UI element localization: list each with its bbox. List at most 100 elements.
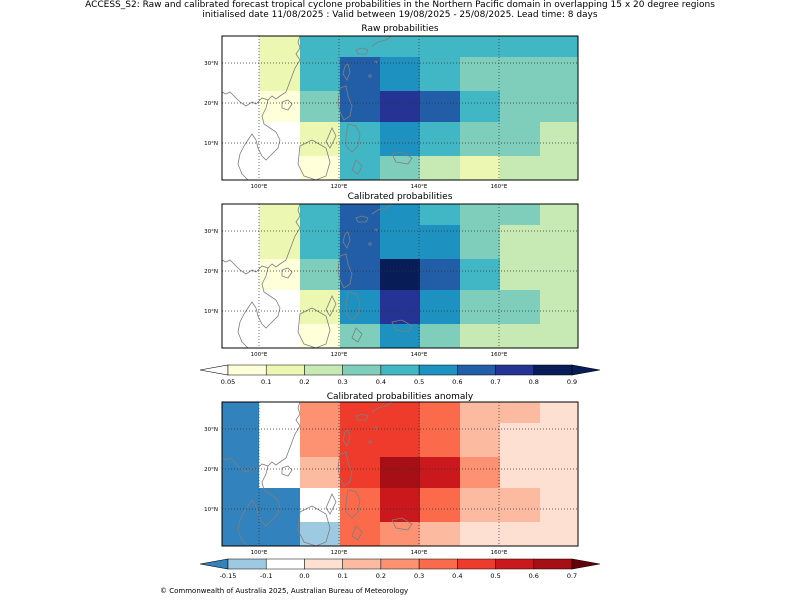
coastline — [371, 203, 393, 215]
map-frame — [221, 203, 579, 349]
coastline — [297, 307, 331, 349]
grid-cell — [420, 156, 460, 180]
grid-cell — [540, 156, 578, 180]
panel-title-calibrated: Calibrated probabilities — [347, 192, 453, 202]
grid-cell — [380, 225, 420, 259]
grid-cell — [500, 122, 540, 156]
grid-cell — [500, 423, 540, 457]
grid-cell — [380, 122, 420, 156]
grid-cell — [222, 522, 259, 546]
grid-cell — [300, 122, 340, 156]
coastline — [221, 401, 301, 473]
coastline — [281, 99, 293, 111]
grid-cell — [500, 204, 540, 225]
grid-cell — [420, 290, 460, 324]
coastline — [351, 159, 363, 175]
colorbar-tick-label: 0.7 — [490, 378, 500, 386]
grid-cell — [460, 259, 500, 290]
grid-cell — [222, 57, 259, 91]
latitude-tick-label: 20°N — [204, 101, 218, 107]
coastline — [297, 139, 331, 181]
colorbar-tick-label: 0.7 — [567, 572, 577, 580]
grid-cell — [380, 57, 420, 91]
grid-cell — [500, 402, 540, 423]
grid-cell — [460, 122, 500, 156]
map-panel: 100°E 120°E 140°E 160°E 30°N 20°N 10°N — [204, 203, 579, 358]
longitude-tick-label: 100°E — [251, 184, 268, 190]
grid-cell — [420, 204, 460, 225]
grid-cell — [380, 156, 420, 180]
colorbar-over-arrow — [571, 364, 601, 376]
longitude-tick-label: 160°E — [491, 184, 508, 190]
colorbar-segment — [227, 364, 267, 376]
coastline — [221, 203, 301, 275]
colorbar-tick-label: 0.6 — [529, 572, 539, 580]
colorbar-tick-label: 0.4 — [452, 572, 462, 580]
grid-cell — [540, 36, 578, 57]
coastline — [342, 231, 351, 249]
grid-cell — [259, 423, 300, 457]
map-panel: 100°E 120°E 140°E 160°E 30°N 20°N 10°N — [204, 35, 579, 190]
grid-cell — [500, 324, 540, 348]
grid-cell — [420, 36, 460, 57]
colorbar-tick-label: 0.6 — [452, 378, 462, 386]
grid-cell — [340, 259, 380, 290]
grid-cell — [222, 324, 259, 348]
coastline — [325, 493, 337, 515]
coastline — [342, 63, 351, 81]
colorbar-under-arrow — [199, 558, 229, 570]
colorbar-segment — [533, 558, 573, 570]
grid-cell — [500, 156, 540, 180]
grid-cell — [500, 91, 540, 122]
colorbar-tick-label: 0.8 — [529, 378, 539, 386]
grid-cell — [500, 290, 540, 324]
coastline — [243, 267, 281, 329]
grid-cell — [259, 225, 300, 259]
colorbar-segment — [533, 364, 573, 376]
grid-cell — [460, 156, 500, 180]
latitude-tick-label: 20°N — [204, 269, 218, 275]
coastline — [368, 242, 372, 246]
grid-cell — [340, 290, 380, 324]
grid-cell — [460, 488, 500, 522]
coastline — [368, 74, 372, 78]
grid-cell — [460, 204, 500, 225]
map-frame — [221, 35, 579, 181]
grid-cell — [300, 225, 340, 259]
grid-cell — [540, 57, 578, 91]
coastlines — [221, 203, 413, 349]
grid-cell — [540, 290, 578, 324]
grid-cell — [222, 122, 259, 156]
grid-cell — [259, 36, 300, 57]
colorbar-segment — [418, 558, 458, 570]
grid-cell — [380, 204, 420, 225]
latitude-tick-label: 10°N — [204, 507, 218, 513]
colorbar-tick-label: 0.4 — [376, 378, 386, 386]
colorbar-segment — [457, 364, 496, 376]
grid-cell — [340, 402, 380, 423]
grid-cell — [380, 324, 420, 348]
coastline — [355, 47, 369, 55]
colorbar-segment — [495, 364, 535, 376]
grid-cell — [460, 57, 500, 91]
coastline — [297, 505, 331, 547]
grid-cell — [500, 457, 540, 488]
grid-cell — [500, 36, 540, 57]
longitude-tick-label: 160°E — [491, 352, 508, 358]
grid-cell — [222, 402, 259, 423]
grid-cell — [540, 91, 578, 122]
latitude-tick-label: 30°N — [204, 229, 218, 235]
grid-cell — [420, 259, 460, 290]
grid-cell — [340, 36, 380, 57]
grid-cell — [222, 259, 259, 290]
grid-cell — [259, 204, 300, 225]
colorbar-tick-label: 0.5 — [414, 378, 424, 386]
coastline — [325, 127, 337, 149]
grid-cell — [380, 91, 420, 122]
anomaly-colorbar: -0.15 -0.1 0.0 0.1 0.2 0.3 0.4 0.5 0.6 0.7 — [199, 558, 601, 580]
colorbar-segment — [304, 558, 343, 570]
coastline — [351, 525, 363, 541]
panel-title-anomaly: Calibrated probabilities anomaly — [326, 392, 474, 402]
grid-cell — [540, 324, 578, 348]
grid-cell — [340, 324, 380, 348]
